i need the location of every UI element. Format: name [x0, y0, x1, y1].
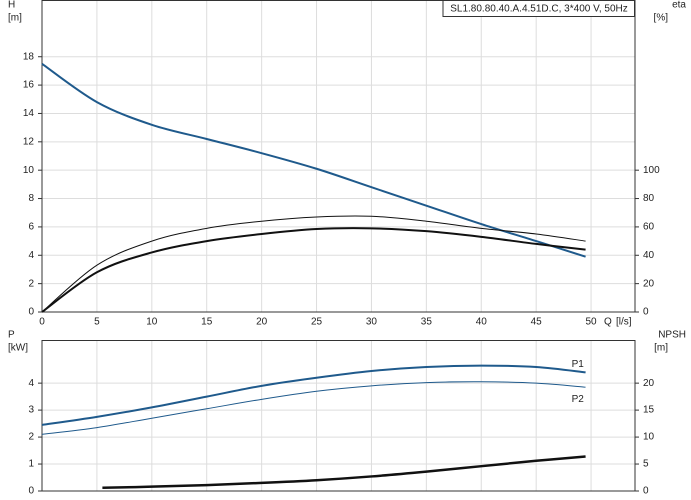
y-tick-label: 3 [28, 405, 34, 416]
x-tick-label: 15 [201, 317, 213, 328]
y2-axis-label: NPSH [658, 330, 686, 341]
curve [41, 227, 586, 313]
curve [41, 215, 586, 313]
y2-tick-label: 15 [643, 405, 655, 416]
x-tick-label: 5 [94, 317, 100, 328]
y-tick-label: 6 [28, 222, 34, 233]
series-label: P1 [572, 359, 585, 370]
curve [41, 381, 586, 435]
curve [41, 364, 586, 426]
y-tick-label: 16 [23, 80, 35, 91]
plot-frame [41, 0, 636, 313]
y-axis-unit: [kW] [8, 343, 28, 354]
y2-tick-label: 20 [643, 378, 655, 389]
x-axis-unit: [l/s] [616, 317, 632, 328]
curve [102, 455, 586, 490]
y2-tick-label: 0 [643, 486, 649, 497]
y-tick-label: 1 [28, 459, 34, 470]
series-label: P2 [572, 394, 585, 405]
y-axis-unit: [m] [8, 13, 22, 24]
y2-tick-label: 100 [643, 165, 660, 176]
x-tick-label: 25 [311, 317, 323, 328]
y-tick-label: 10 [23, 165, 35, 176]
y-tick-label: 12 [23, 136, 35, 147]
y-tick-label: 2 [28, 432, 34, 443]
y2-tick-label: 60 [643, 222, 655, 233]
y-tick-label: 14 [23, 108, 35, 119]
y-axis-label: H [8, 0, 15, 11]
x-tick-label: 0 [39, 317, 45, 328]
y-tick-label: 4 [28, 250, 34, 261]
y2-tick-label: 5 [643, 459, 649, 470]
y2-tick-label: 20 [643, 278, 655, 289]
y-axis-label: P [8, 330, 15, 341]
x-tick-label: 30 [366, 317, 378, 328]
y2-axis-unit: [%] [654, 13, 669, 24]
y-tick-label: 0 [28, 307, 34, 318]
curve [41, 62, 586, 258]
y2-tick-label: 80 [643, 193, 655, 204]
y2-tick-label: 10 [643, 432, 655, 443]
x-tick-label: 50 [586, 317, 598, 328]
y2-axis-label: eta [672, 0, 686, 11]
y-tick-label: 4 [28, 378, 34, 389]
x-tick-label: 45 [531, 317, 543, 328]
x-axis-label: Q [604, 317, 612, 328]
x-tick-label: 40 [476, 317, 488, 328]
plot-frame [41, 340, 636, 492]
y-tick-label: 18 [23, 51, 35, 62]
title-box [442, 0, 635, 17]
x-tick-label: 35 [421, 317, 433, 328]
x-tick-label: 10 [146, 317, 158, 328]
y-tick-label: 8 [28, 193, 34, 204]
y-tick-label: 0 [28, 486, 34, 497]
y2-tick-label: 40 [643, 250, 655, 261]
y2-tick-label: 0 [643, 307, 649, 318]
x-tick-label: 20 [256, 317, 268, 328]
y-tick-label: 2 [28, 278, 34, 289]
y2-axis-unit: [m] [654, 343, 668, 354]
chart-title: SL1.80.80.40.A.4.51D.C, 3*400 V, 50Hz [450, 4, 628, 15]
